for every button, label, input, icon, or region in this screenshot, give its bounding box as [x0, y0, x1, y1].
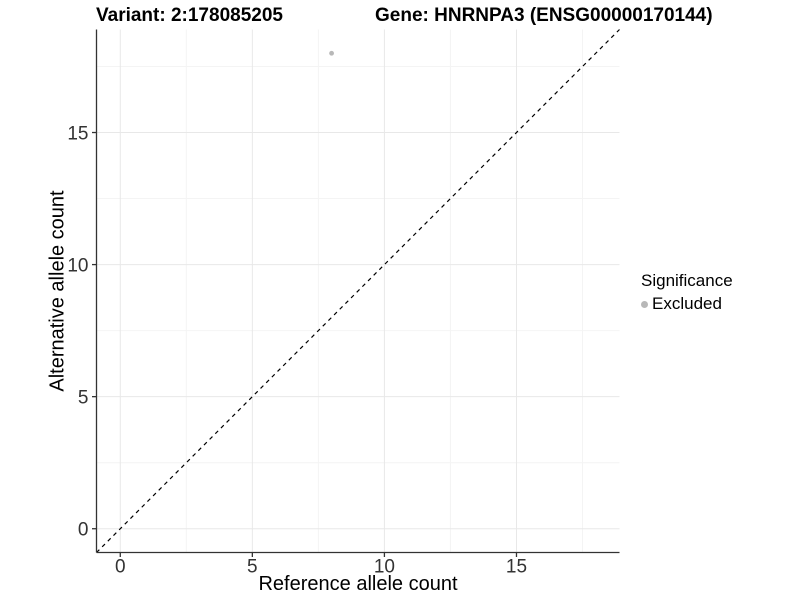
- identity-line: [96, 29, 620, 553]
- y-tick-label: 15: [67, 123, 88, 144]
- data-point: [329, 50, 334, 56]
- x-tick-label: 0: [115, 557, 126, 578]
- legend-item-excluded: Excluded: [641, 294, 733, 314]
- excluded-point-icon: [641, 300, 648, 308]
- x-tick-label: 10: [374, 557, 395, 578]
- legend: Significance Excluded: [641, 270, 733, 314]
- x-tick-label: 15: [506, 557, 527, 578]
- legend-title: Significance: [641, 271, 733, 290]
- gene-title: Gene: HNRNPA3 (ENSG00000170144): [375, 5, 713, 26]
- x-axis-title: Reference allele count: [258, 573, 458, 595]
- variant-title: Variant: 2:178085205: [96, 5, 283, 26]
- y-tick-label: 5: [78, 387, 89, 408]
- y-tick-label: 0: [78, 520, 89, 541]
- legend-item-label: Excluded: [652, 294, 722, 314]
- x-tick-label: 5: [247, 557, 258, 578]
- y-tick-label: 10: [67, 255, 88, 276]
- y-axis-title: Alternative allele count: [46, 190, 69, 392]
